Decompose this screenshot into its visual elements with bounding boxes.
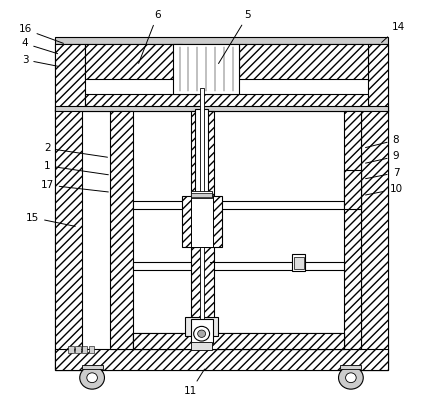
Circle shape xyxy=(346,373,356,383)
Bar xyxy=(82,365,103,369)
Bar xyxy=(55,349,388,370)
Bar xyxy=(195,109,208,196)
Text: 16: 16 xyxy=(18,24,63,43)
Bar xyxy=(190,111,214,349)
Bar xyxy=(55,110,82,370)
Bar xyxy=(190,319,213,343)
Text: 1: 1 xyxy=(44,161,109,175)
Bar xyxy=(82,346,87,353)
Bar xyxy=(191,193,212,197)
Bar xyxy=(133,263,344,270)
Bar xyxy=(75,346,81,353)
Bar xyxy=(361,110,388,370)
Bar xyxy=(89,346,94,353)
Bar xyxy=(110,111,133,349)
Text: 5: 5 xyxy=(218,10,251,63)
Bar xyxy=(55,110,388,370)
Text: 7: 7 xyxy=(365,168,399,179)
Bar xyxy=(68,346,74,353)
Bar xyxy=(200,88,204,327)
Bar xyxy=(368,44,388,111)
Bar xyxy=(191,191,212,198)
Bar xyxy=(133,333,344,349)
Bar xyxy=(239,44,368,79)
Bar xyxy=(85,44,182,79)
Bar xyxy=(85,94,368,111)
Bar xyxy=(182,196,222,247)
Bar xyxy=(344,170,361,209)
Circle shape xyxy=(198,330,206,337)
Text: 14: 14 xyxy=(381,22,405,43)
Bar xyxy=(55,37,388,44)
Bar xyxy=(340,365,361,369)
Text: 2: 2 xyxy=(44,143,108,157)
Bar xyxy=(292,254,305,270)
Bar xyxy=(294,257,303,269)
Bar xyxy=(133,201,344,209)
Text: 8: 8 xyxy=(365,135,399,148)
Bar xyxy=(55,106,388,111)
Text: 3: 3 xyxy=(22,55,58,66)
Bar xyxy=(55,44,388,111)
Text: 15: 15 xyxy=(26,213,75,226)
Bar xyxy=(173,44,239,94)
Bar xyxy=(185,317,218,336)
Circle shape xyxy=(87,373,97,383)
Text: 4: 4 xyxy=(22,38,58,54)
Text: 9: 9 xyxy=(365,151,399,163)
Text: 17: 17 xyxy=(40,180,109,192)
Bar xyxy=(190,196,213,247)
Bar xyxy=(133,333,344,349)
Circle shape xyxy=(80,366,105,389)
Bar xyxy=(55,44,85,111)
Circle shape xyxy=(194,326,210,341)
Text: 6: 6 xyxy=(139,10,161,63)
Bar xyxy=(191,342,212,351)
Text: 11: 11 xyxy=(184,369,205,396)
Bar xyxy=(344,111,361,349)
Circle shape xyxy=(338,366,363,389)
Text: 10: 10 xyxy=(365,184,403,195)
